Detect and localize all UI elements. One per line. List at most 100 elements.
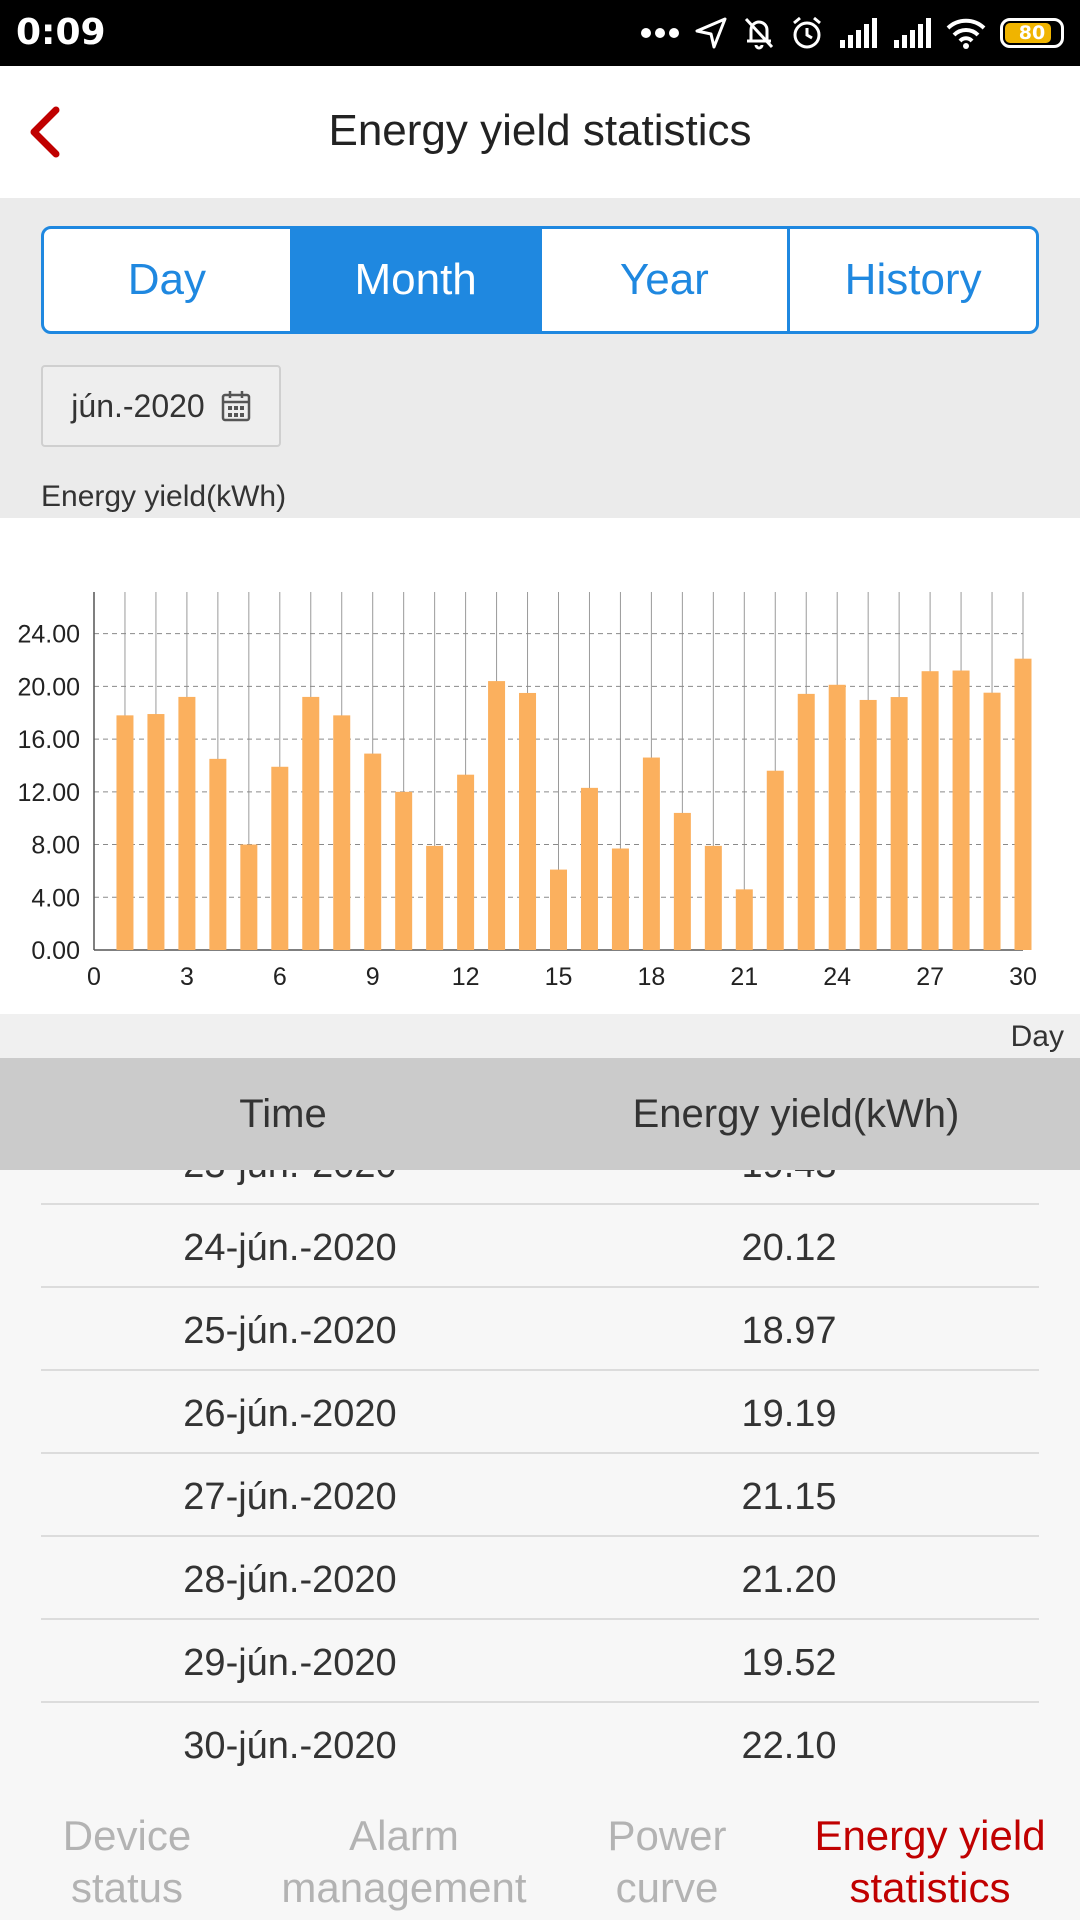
bar — [642, 757, 660, 950]
status-bar: 0:09 80 — [0, 0, 1080, 66]
table-row: 27-jún.-2020 21.15 — [41, 1454, 1039, 1537]
bell-muted-icon — [744, 17, 774, 50]
bar — [797, 693, 815, 950]
bar — [735, 889, 753, 950]
status-icons: 80 — [640, 12, 1064, 54]
chart-x-label: Day — [1010, 1020, 1064, 1053]
chevron-left-icon — [30, 106, 60, 158]
tab-day[interactable]: Day — [44, 229, 293, 331]
energy-bar-chart: 0.00 4.00 8.00 12.00 16.00 20.00 24.00 0 3 6 9 12 15… — [0, 518, 1080, 1014]
bar — [673, 812, 691, 950]
bottom-nav: Device status Alarm management Power cur… — [0, 1788, 1080, 1920]
table-row: 29-jún.-2020 19.52 — [41, 1620, 1039, 1703]
bar — [333, 715, 351, 950]
table-row: 25-jún.-2020 18.97 — [41, 1288, 1039, 1371]
chart-svg: 0.00 4.00 8.00 12.00 16.00 20.00 24.00 0 3 6 9 12 15… — [17, 592, 1037, 991]
table-header: Time Energy yield(kWh) — [0, 1058, 1080, 1170]
nav-alarm-management[interactable]: Alarm management — [281, 1812, 527, 1911]
row-date: 26-jún.-2020 — [183, 1393, 397, 1435]
row-date: 29-jún.-2020 — [183, 1642, 397, 1684]
back-button[interactable] — [20, 100, 84, 164]
bar — [921, 671, 939, 950]
y-tick-label: 16.00 — [17, 726, 80, 754]
tab-year[interactable]: Year — [542, 229, 791, 331]
filter-panel: Day Month Year History jún.-2020 Energy … — [0, 198, 1080, 518]
bar — [766, 770, 784, 950]
bar — [983, 692, 1001, 950]
wifi-icon — [946, 18, 986, 49]
status-time: 0:09 — [16, 12, 106, 53]
battery-fill — [1005, 23, 1052, 43]
battery-icon: 80 — [1000, 18, 1064, 48]
bar — [704, 845, 722, 950]
row-date: 25-jún.-2020 — [183, 1310, 397, 1352]
chart-y-label: Energy yield(kWh) — [41, 480, 287, 513]
x-tick-label: 6 — [273, 963, 287, 991]
tab-history[interactable]: History — [844, 255, 982, 304]
row-value: 22.10 — [741, 1725, 837, 1767]
row-value: 21.15 — [741, 1476, 837, 1518]
bar — [364, 753, 382, 950]
bar — [519, 692, 537, 950]
x-unit-strip: Day — [0, 1014, 1080, 1058]
bar — [952, 670, 970, 950]
page-title: Energy yield statistics — [328, 106, 752, 155]
bar — [611, 848, 629, 950]
y-tick-label: 24.00 — [17, 621, 80, 649]
nav-energy-yield-statistics[interactable]: Energy yield statistics — [814, 1812, 1046, 1911]
app-header: Energy yield statistics — [0, 66, 1080, 198]
bar — [1014, 658, 1032, 950]
row-date: 24-jún.-2020 — [183, 1227, 397, 1269]
bar — [147, 714, 165, 950]
nav-device-status[interactable]: Device status — [62, 1812, 192, 1911]
row-date: 23-jún.-2020 — [41, 1170, 539, 1187]
bar — [240, 844, 258, 950]
x-tick-label: 27 — [916, 963, 944, 991]
row-value: 18.97 — [741, 1310, 837, 1352]
bar — [178, 696, 196, 950]
row-value: 19.19 — [741, 1393, 837, 1435]
bar — [488, 681, 506, 950]
tab-month[interactable]: Month — [292, 229, 542, 331]
bar — [859, 699, 877, 950]
bar — [580, 787, 598, 950]
column-header-energy: Energy yield(kWh) — [632, 1091, 960, 1136]
bar — [550, 869, 567, 950]
bar — [426, 845, 444, 950]
x-tick-label: 9 — [366, 963, 380, 991]
nav-power-curve[interactable]: Power curve — [607, 1812, 727, 1911]
row-value: 20.12 — [741, 1227, 837, 1269]
y-tick-label: 12.00 — [17, 779, 80, 807]
x-tick-label: 12 — [452, 963, 480, 991]
table-row: 26-jún.-2020 19.19 — [41, 1371, 1039, 1454]
date-picker-value: jún.-2020 — [71, 387, 205, 424]
row-date: 30-jún.-2020 — [183, 1725, 397, 1767]
bar — [828, 684, 846, 950]
x-tick-label: 21 — [730, 963, 758, 991]
x-tick-label: 24 — [823, 963, 851, 991]
bar — [209, 758, 227, 950]
more-dots-icon — [641, 28, 679, 38]
row-value: 21.20 — [741, 1559, 837, 1601]
table-row: 28-jún.-2020 21.20 — [41, 1537, 1039, 1620]
signal-icon — [840, 18, 877, 48]
bar — [116, 715, 134, 950]
column-header-time: Time — [239, 1091, 327, 1136]
row-value: 19.52 — [741, 1642, 837, 1684]
period-tabs: Day Month Year History — [41, 226, 1039, 334]
x-tick-label: 30 — [1009, 963, 1037, 991]
x-tick-label: 18 — [637, 963, 665, 991]
x-tick-label: 15 — [545, 963, 573, 991]
row-value: 19.43 — [539, 1170, 1039, 1187]
bar — [457, 774, 475, 950]
battery-level: 80 — [1018, 22, 1046, 44]
x-tick-label: 3 — [180, 963, 194, 991]
calendar-icon — [221, 391, 250, 422]
y-tick-label: 4.00 — [31, 884, 80, 912]
table-row: 30-jún.-2020 22.10 — [41, 1703, 1039, 1786]
month-date-picker[interactable]: jún.-2020 — [41, 365, 281, 447]
bar — [395, 791, 413, 950]
